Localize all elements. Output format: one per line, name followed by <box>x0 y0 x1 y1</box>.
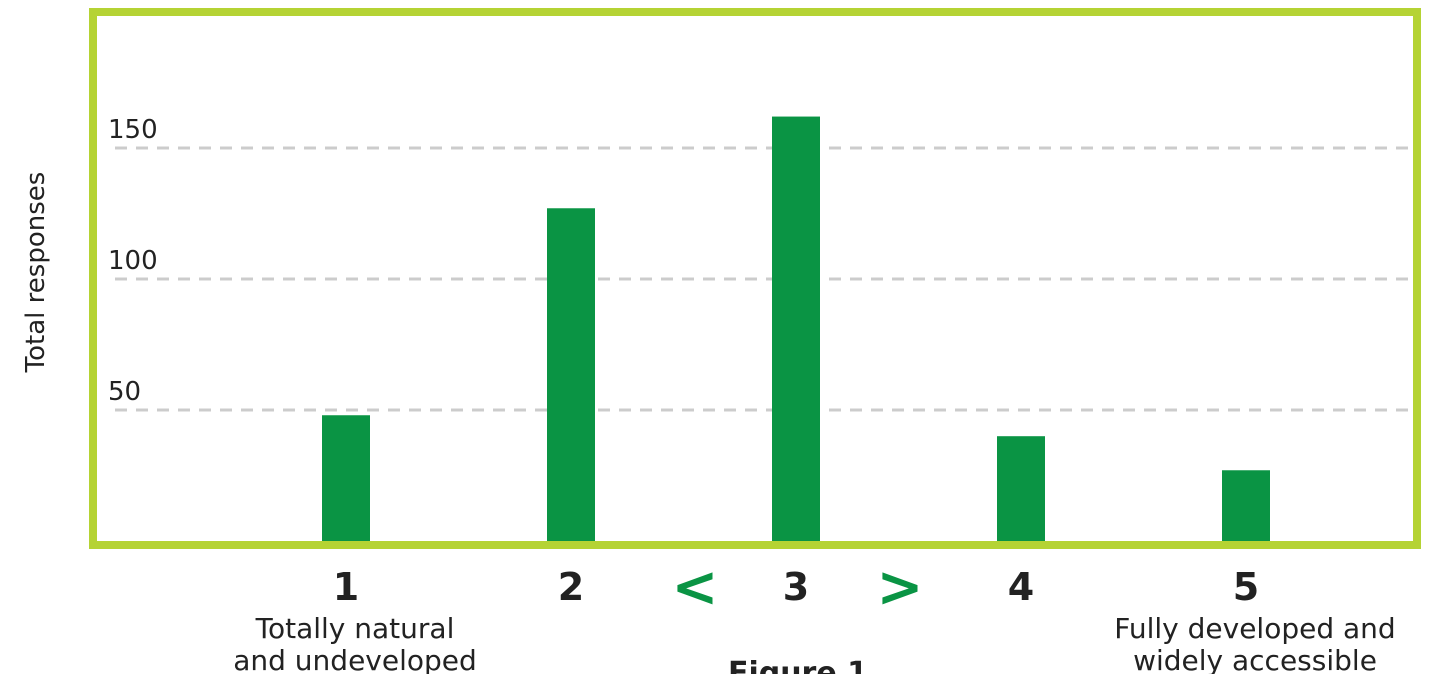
category-5-description-line-1: Fully developed and <box>1114 612 1395 645</box>
y-tick-label-50: 50 <box>108 377 141 407</box>
chart-frame <box>89 8 1421 549</box>
y-axis-label: Total responses <box>21 172 51 374</box>
midpoint-arrows: < > <box>672 555 924 620</box>
x-axis-labels: 1 2 3 4 5 Totally natural and undevelope… <box>233 565 1395 674</box>
bar-5 <box>1222 470 1270 541</box>
bar-3 <box>772 116 820 541</box>
category-1-description-line-1: Totally natural <box>255 612 455 645</box>
bar-2 <box>547 208 595 541</box>
x-tick-label-4: 4 <box>1008 565 1034 609</box>
bar-1 <box>322 415 370 541</box>
x-tick-label-3: 3 <box>783 565 809 609</box>
figure-caption: Figure 1 <box>728 656 868 674</box>
y-tick-label-100: 100 <box>108 246 158 276</box>
x-tick-label-5: 5 <box>1233 565 1259 609</box>
x-tick-label-2: 2 <box>558 565 584 609</box>
category-1-description-line-2: and undeveloped <box>233 644 477 674</box>
bar-series <box>322 116 1270 541</box>
right-arrow-icon: > <box>877 555 924 620</box>
x-tick-label-1: 1 <box>333 565 359 609</box>
category-5-description-line-2: widely accessible <box>1133 644 1377 674</box>
left-arrow-icon: < <box>672 555 719 620</box>
bar-4 <box>997 436 1045 541</box>
y-tick-label-150: 150 <box>108 115 158 145</box>
y-grid: 50 100 150 <box>108 115 1410 412</box>
